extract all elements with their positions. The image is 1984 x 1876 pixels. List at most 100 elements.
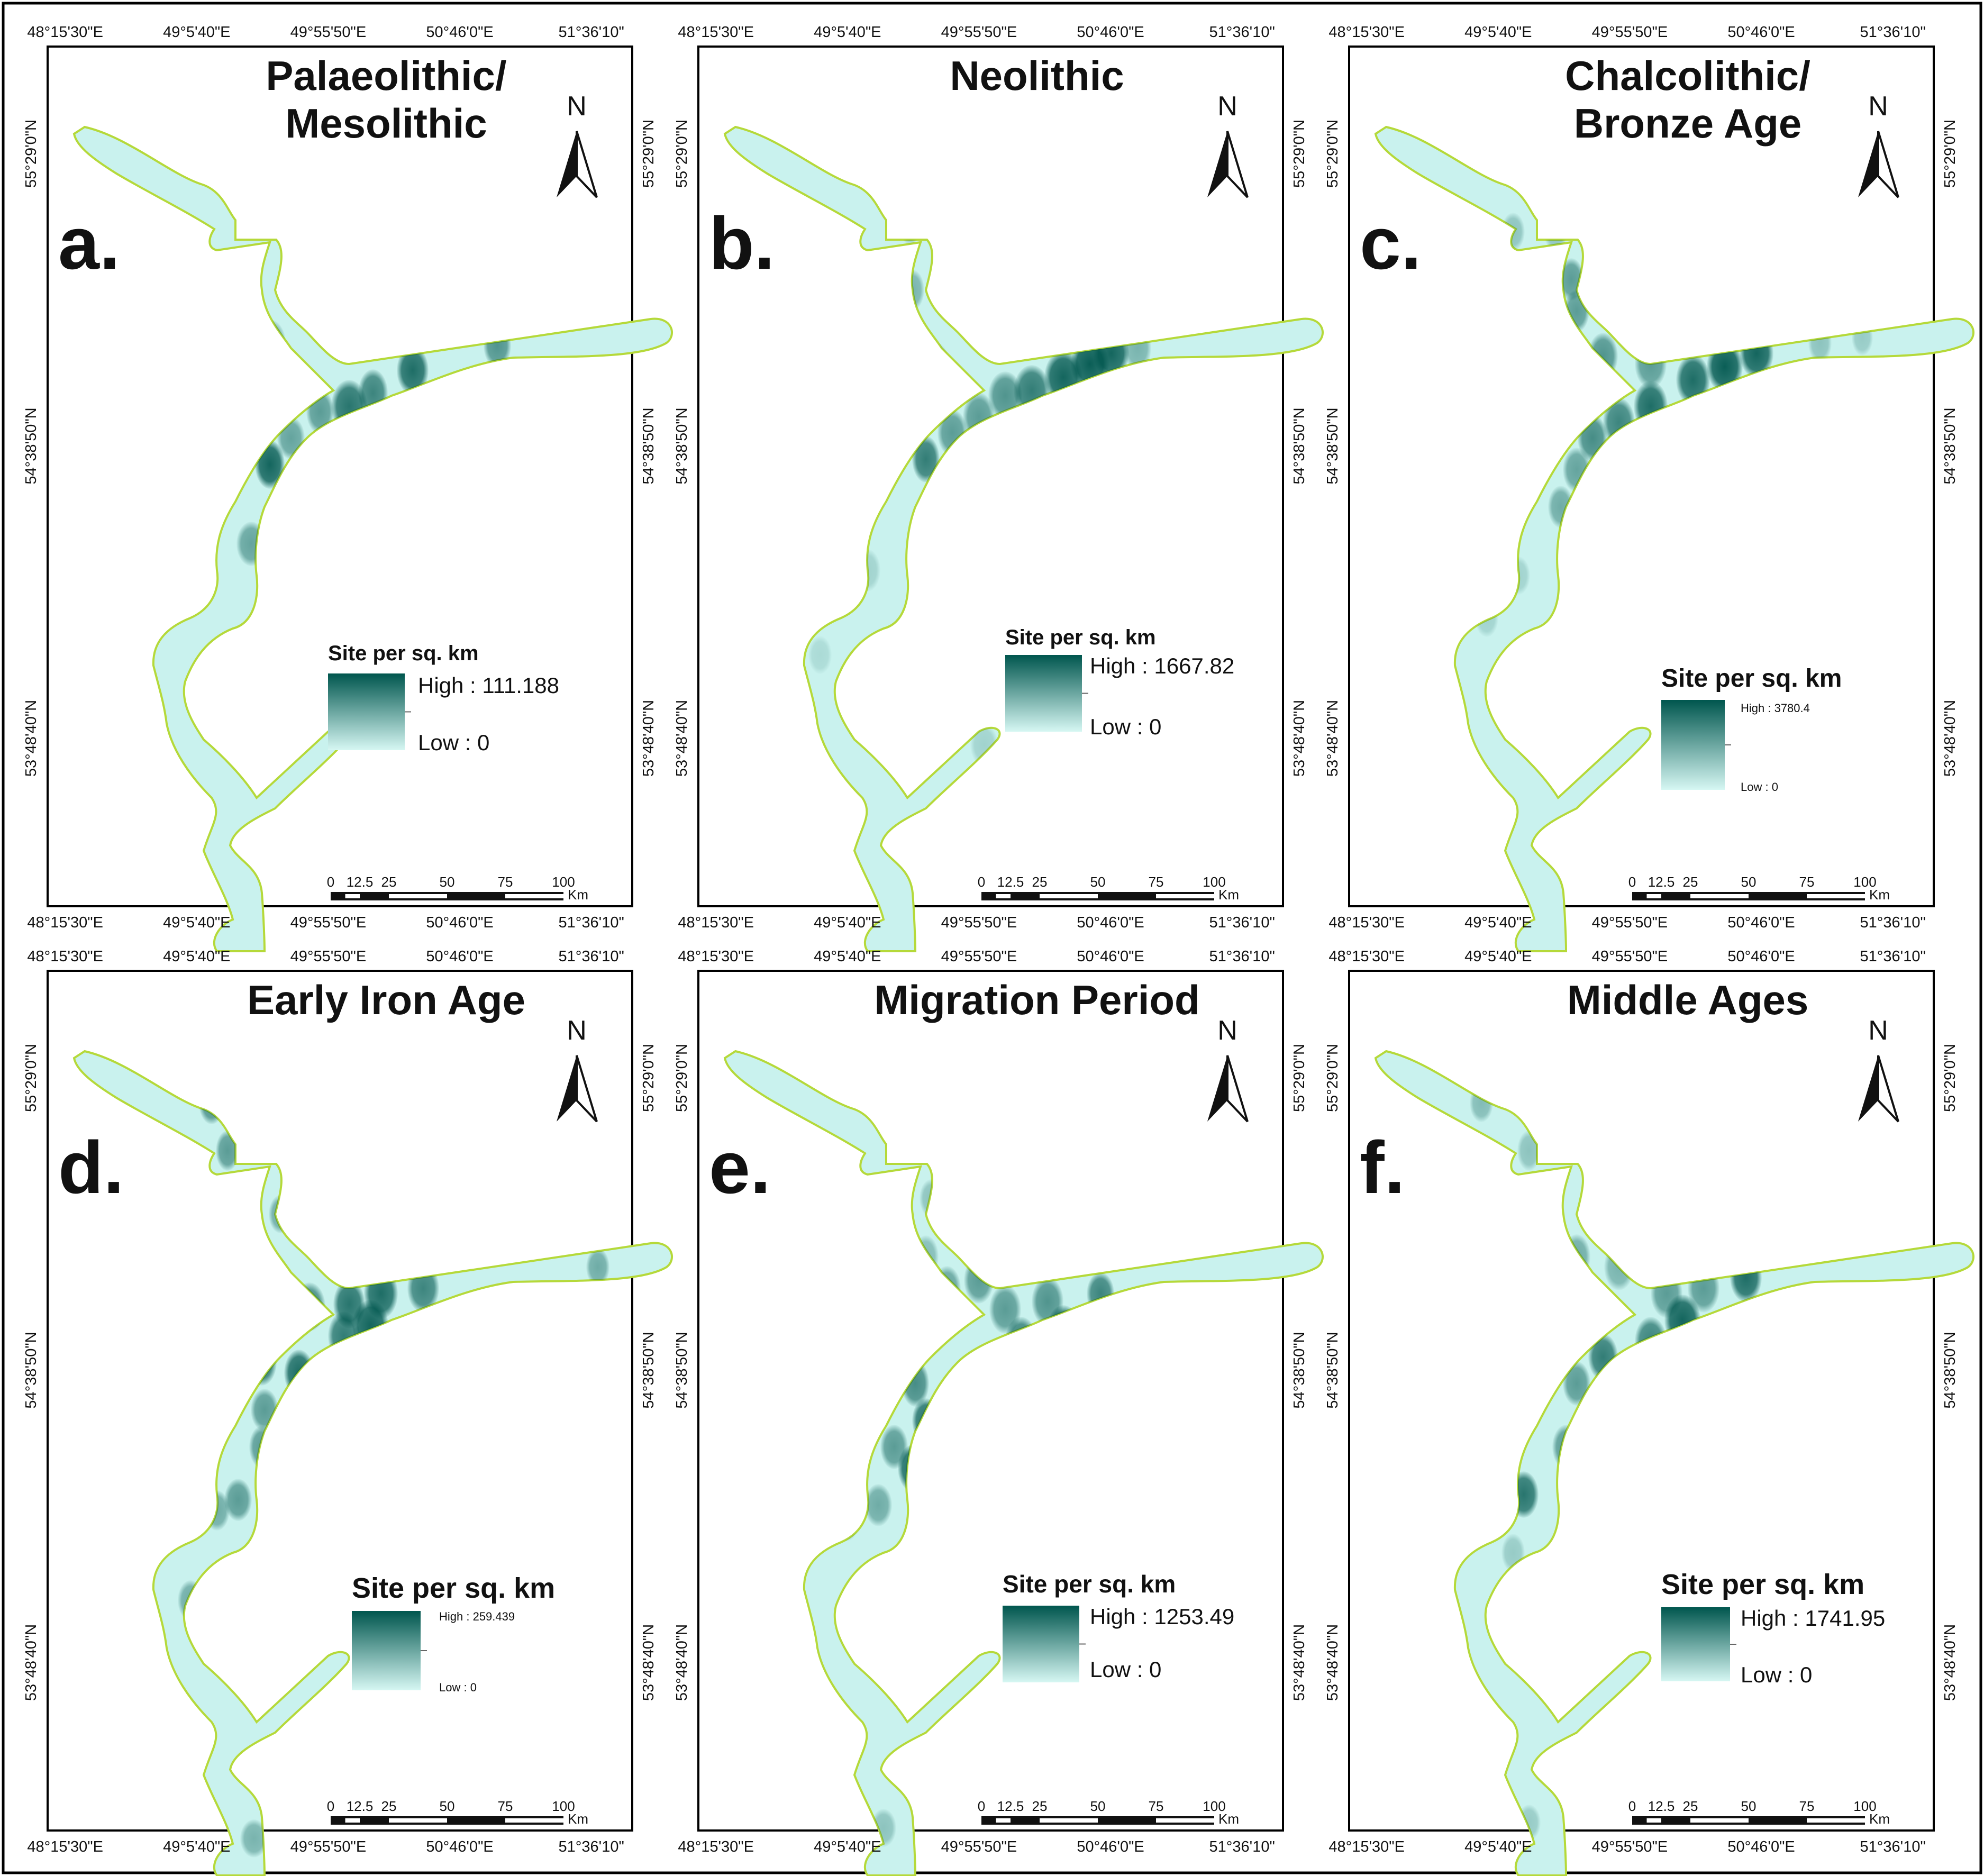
panel-letter: e. — [709, 1126, 771, 1209]
legend-title: Site per sq. km — [1661, 664, 1842, 693]
scale-tick-label: 12.5 — [997, 1798, 1024, 1814]
longitude-tick-top: 50°46'0"E — [426, 24, 493, 41]
latitude-tick-right: 54°38'50"N — [640, 1332, 657, 1408]
panel-d: Early Iron Age d. N Site per sq. km High : 2… — [23, 948, 673, 1876]
latitude-tick-right: 54°38'50"N — [1291, 1332, 1308, 1408]
longitude-tick-bottom: 48°15'30"E — [678, 1838, 754, 1855]
latitude-tick-right: 53°48'40"N — [640, 700, 657, 777]
scale-tick-label: 0 — [1628, 874, 1636, 890]
latitude-tick-left: 55°29'0"N — [1324, 120, 1341, 188]
legend-title: Site per sq. km — [1003, 1570, 1176, 1598]
longitude-tick-bottom: 49°55'50"E — [941, 914, 1017, 931]
north-arrow-label: N — [1868, 1015, 1888, 1046]
latitude-tick-right: 54°38'50"N — [1291, 407, 1308, 484]
panel-title: Bronze Age — [1574, 100, 1802, 147]
longitude-tick-top: 48°15'30"E — [1328, 24, 1405, 41]
latitude-tick-right: 54°38'50"N — [1942, 407, 1959, 484]
scale-tick-label: 100 — [1853, 874, 1876, 890]
legend-color-ramp — [1661, 700, 1725, 790]
longitude-tick-top: 49°5'40"E — [1464, 24, 1532, 41]
longitude-tick-bottom: 49°5'40"E — [163, 914, 230, 931]
latitude-tick-left: 54°38'50"N — [23, 1332, 40, 1408]
scale-unit: Km — [1218, 887, 1239, 903]
longitude-tick-top: 48°15'30"E — [1328, 948, 1405, 965]
scale-tick-label: 75 — [1799, 874, 1815, 890]
scale-tick-label: 25 — [381, 874, 397, 890]
legend-low-label: Low : 0 — [1090, 714, 1161, 739]
longitude-tick-bottom: 49°55'50"E — [941, 1838, 1017, 1855]
latitude-tick-right: 53°48'40"N — [640, 1624, 657, 1701]
longitude-tick-top: 50°46'0"E — [1727, 24, 1795, 41]
scale-tick-label: 75 — [498, 1798, 513, 1814]
scale-tick-label: 12.5 — [347, 1798, 374, 1814]
longitude-tick-top: 50°46'0"E — [1727, 948, 1795, 965]
latitude-tick-right: 55°29'0"N — [1942, 120, 1959, 188]
longitude-tick-top: 48°15'30"E — [678, 948, 754, 965]
latitude-tick-left: 55°29'0"N — [23, 1044, 40, 1112]
latitude-tick-left: 53°48'40"N — [1324, 1624, 1341, 1701]
scale-tick-label: 0 — [978, 1798, 985, 1814]
scale-unit: Km — [1869, 887, 1890, 903]
longitude-tick-bottom: 51°36'10" — [1209, 1838, 1275, 1855]
scale-tick-label: 25 — [381, 1798, 397, 1814]
legend-color-ramp — [328, 673, 405, 750]
longitude-tick-bottom: 50°46'0"E — [1077, 1838, 1144, 1855]
density-hotspot — [1676, 354, 1710, 405]
legend-title: Site per sq. km — [1005, 626, 1156, 649]
scale-tick-label: 25 — [1683, 874, 1698, 890]
density-hotspot — [224, 1479, 252, 1521]
latitude-tick-right: 55°29'0"N — [1942, 1044, 1959, 1112]
longitude-tick-bottom: 49°5'40"E — [1464, 1838, 1532, 1855]
latitude-tick-left: 55°29'0"N — [23, 120, 40, 188]
longitude-tick-bottom: 49°55'50"E — [290, 1838, 367, 1855]
north-arrow-label: N — [567, 1015, 587, 1046]
longitude-tick-top: 51°36'10" — [1209, 948, 1275, 965]
latitude-tick-left: 54°38'50"N — [23, 407, 40, 484]
longitude-tick-top: 51°36'10" — [1860, 948, 1926, 965]
north-arrow-label: N — [1217, 1015, 1237, 1046]
north-arrow-label: N — [567, 91, 587, 122]
density-hotspot — [912, 436, 940, 482]
legend-high-label: High : 111.188 — [418, 673, 559, 698]
longitude-tick-bottom: 48°15'30"E — [1328, 914, 1405, 931]
longitude-tick-bottom: 50°46'0"E — [426, 914, 493, 931]
legend-color-ramp — [352, 1611, 421, 1690]
longitude-tick-bottom: 48°15'30"E — [27, 914, 103, 931]
longitude-tick-bottom: 49°5'40"E — [1464, 914, 1532, 931]
longitude-tick-top: 51°36'10" — [1860, 24, 1926, 41]
latitude-tick-left: 55°29'0"N — [1324, 1044, 1341, 1112]
panel-e: Migration Period e. N Site per sq. km High :… — [674, 948, 1324, 1876]
scale-tick-label: 100 — [1203, 874, 1225, 890]
panel-letter: b. — [709, 202, 775, 285]
latitude-tick-right: 55°29'0"N — [1291, 120, 1308, 188]
scale-tick-label: 0 — [327, 874, 334, 890]
latitude-tick-right: 54°38'50"N — [640, 407, 657, 484]
scale-tick-label: 0 — [978, 874, 985, 890]
density-hotspot — [1563, 1361, 1590, 1406]
north-arrow-icon — [1858, 131, 1878, 197]
longitude-tick-bottom: 50°46'0"E — [1727, 914, 1795, 931]
longitude-tick-top: 51°36'10" — [559, 24, 624, 41]
density-hotspot — [397, 346, 429, 395]
panel-c: Chalcolithic/Bronze Age c. N Site per sq. k… — [1324, 24, 1974, 952]
longitude-tick-bottom: 49°55'50"E — [1592, 914, 1668, 931]
longitude-tick-top: 49°55'50"E — [941, 24, 1017, 41]
scale-tick-label: 0 — [327, 1798, 334, 1814]
longitude-tick-top: 48°15'30"E — [678, 24, 754, 41]
scale-tick-label: 50 — [1090, 874, 1106, 890]
latitude-tick-left: 53°48'40"N — [1324, 700, 1341, 777]
longitude-tick-bottom: 51°36'10" — [1860, 1838, 1926, 1855]
longitude-tick-top: 49°55'50"E — [1592, 948, 1668, 965]
legend-high-label: High : 259.439 — [439, 1610, 515, 1623]
scale-tick-label: 25 — [1683, 1798, 1698, 1814]
legend-high-label: High : 3780.4 — [1741, 702, 1810, 715]
panel-a: Palaeolithic/Mesolithic a. N Site per sq. k… — [23, 24, 673, 952]
longitude-tick-top: 51°36'10" — [559, 948, 624, 965]
longitude-tick-top: 48°15'30"E — [27, 948, 103, 965]
longitude-tick-top: 48°15'30"E — [27, 24, 103, 41]
